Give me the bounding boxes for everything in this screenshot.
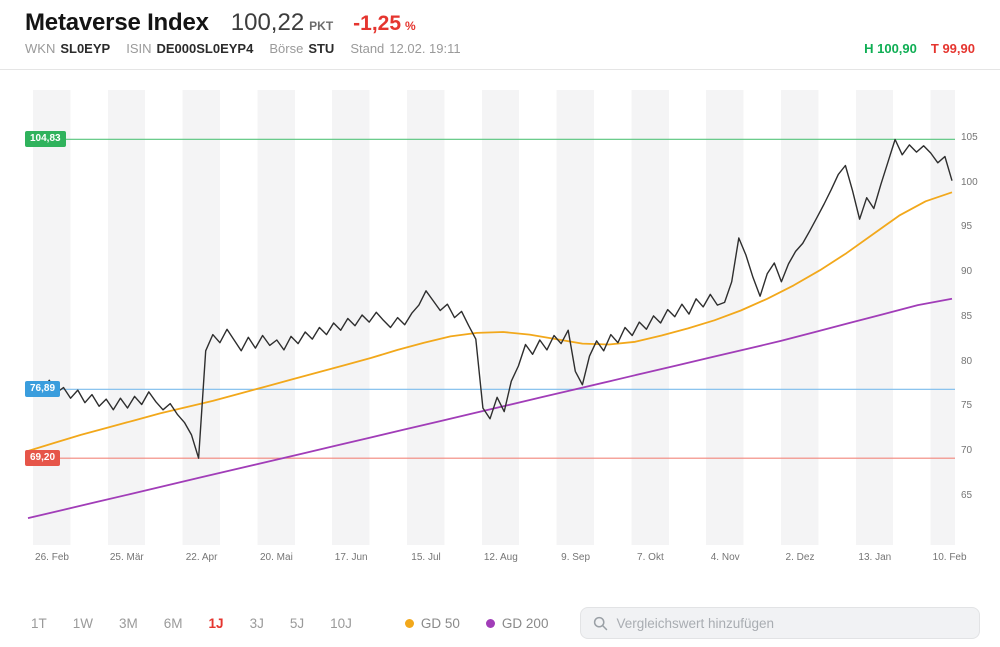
y-tick-65: 65 — [961, 489, 973, 501]
meta-wkn: WKN SL0EYP — [25, 41, 111, 56]
chart-canvas — [25, 138, 955, 519]
search-icon — [594, 616, 608, 630]
price-group: 100,22 PKT — [231, 9, 333, 37]
x-label-9: 4. Nov — [710, 552, 740, 563]
chart-legend: GD 50 GD 200 — [404, 615, 549, 631]
ref-badge-mid: 76,89 — [25, 381, 61, 398]
y-tick-75: 75 — [961, 400, 973, 412]
x-label-4: 17. Jun — [334, 552, 368, 563]
y-tick-95: 95 — [961, 221, 973, 233]
change-group: -1,25 % — [353, 12, 416, 36]
range-3j[interactable]: 3J — [239, 610, 275, 637]
legend-dot-gd-200 — [485, 618, 495, 628]
range-buttons: 1T 1W 3M 6M 1J 3J 5J 10J — [20, 610, 363, 637]
x-label-7: 9. Sep — [561, 552, 591, 563]
ref-badge-low: 69,20 — [25, 450, 61, 467]
instrument-title: Metaverse Index — [25, 9, 209, 36]
legend-dot-gd-50 — [404, 618, 414, 628]
ref-badge-high: 104,83 — [25, 131, 66, 148]
last-price: 100,22 — [230, 9, 305, 36]
y-tick-100: 100 — [961, 176, 978, 188]
x-label-8: 7. Okt — [637, 552, 664, 563]
x-label-10: 2. Dez — [785, 552, 815, 563]
range-1w[interactable]: 1W — [62, 610, 104, 637]
x-label-5: 15. Jul — [411, 552, 441, 563]
range-1t[interactable]: 1T — [20, 610, 58, 637]
range-6m[interactable]: 6M — [153, 610, 194, 637]
x-label-0: 26. Feb — [35, 552, 69, 563]
y-tick-80: 80 — [961, 355, 973, 367]
x-label-1: 25. Mär — [109, 552, 144, 563]
instrument-meta: WKN SL0EYP ISIN DE000SL0EYP4 Börse STU Stand 12… — [25, 41, 461, 56]
y-tick-90: 90 — [961, 266, 973, 277]
change-percent: -1,25 — [353, 12, 402, 35]
legend-label: GD 50 — [420, 615, 460, 631]
meta-stand: Stand 12.02. 19:11 — [350, 41, 461, 56]
day-low: T 99,90 — [930, 41, 975, 56]
chart-background-stripes — [25, 90, 955, 545]
range-1j[interactable]: 1J — [198, 610, 235, 637]
legend-label: GD 200 — [501, 615, 549, 631]
series-metaverse-index — [27, 138, 953, 459]
x-label-11: 13. Jan — [858, 552, 892, 563]
range-5j[interactable]: 5J — [279, 610, 315, 637]
change-unit: % — [405, 19, 416, 33]
x-label-2: 22. Apr — [185, 552, 218, 563]
x-label-3: 20. Mai — [259, 552, 293, 563]
legend-gd-50[interactable]: GD 50 — [404, 615, 460, 631]
header: Metaverse Index 100,22 PKT -1,25 % WKN SL… — [0, 0, 1000, 70]
chart-area[interactable]: 104,83 76,89 69,20 105 100 95 90 85 80 75 70 65 26… — [0, 70, 1000, 605]
range-10j[interactable]: 10J — [319, 610, 363, 637]
series-gd-200 — [27, 297, 953, 519]
x-label-6: 12. Aug — [483, 552, 518, 563]
day-high: H 100,90 — [864, 41, 917, 56]
meta-isin: ISIN DE000SL0EYP4 — [126, 41, 254, 56]
header-meta-row: WKN SL0EYP ISIN DE000SL0EYP4 Börse STU Stand 12… — [25, 41, 975, 56]
series-gd-50 — [27, 191, 953, 452]
x-label-12: 10. Feb — [932, 552, 967, 563]
price-unit: PKT — [309, 19, 334, 33]
y-tick-70: 70 — [961, 445, 973, 456]
y-tick-85: 85 — [961, 310, 973, 322]
legend-gd-200[interactable]: GD 200 — [485, 615, 549, 631]
header-title-row: Metaverse Index 100,22 PKT -1,25 % — [25, 9, 975, 37]
high-low-group: H 100,90 T 99,90 — [864, 41, 975, 56]
y-tick-105: 105 — [961, 131, 978, 143]
compare-search[interactable] — [580, 607, 980, 639]
range-3m[interactable]: 3M — [108, 610, 149, 637]
footer-toolbar: 1T 1W 3M 6M 1J 3J 5J 10J GD 50 GD 200 — [0, 605, 1000, 647]
meta-brse: Börse STU — [269, 41, 335, 56]
compare-search-input[interactable] — [616, 615, 967, 631]
